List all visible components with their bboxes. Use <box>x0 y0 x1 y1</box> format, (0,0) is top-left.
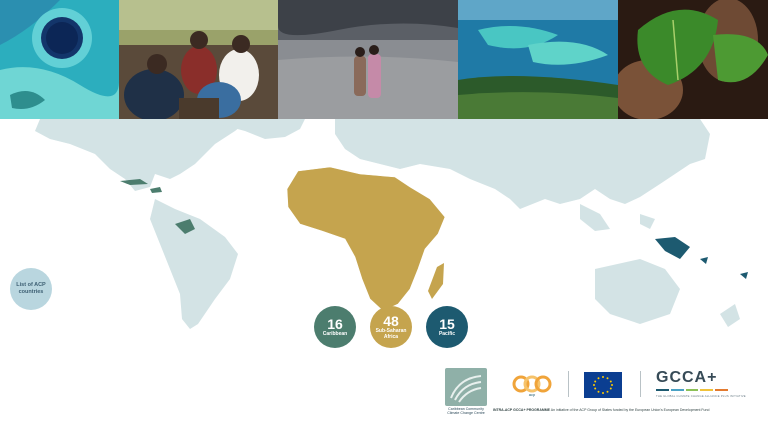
list-button-line1: List of ACP <box>16 282 46 289</box>
stat-africa-number: 48 <box>383 312 399 329</box>
gcca-logo-icon <box>656 389 728 391</box>
cccc-line2: Climate Change Centre <box>447 411 485 416</box>
gcca-subtitle: THE GLOBAL CLIMATE CHANGE ALLIANCE PLUS … <box>656 394 746 398</box>
stat-caribbean-button[interactable]: 16 Caribbean <box>314 306 356 348</box>
photo-farmers <box>119 0 278 119</box>
pacific-region[interactable] <box>655 237 748 279</box>
eu-flag-icon <box>584 372 622 398</box>
caribbean-region[interactable] <box>120 179 195 234</box>
photo-blue-hole <box>0 0 119 119</box>
acp-logo-text: acp <box>529 392 536 397</box>
cccc-logo-icon <box>445 368 487 406</box>
africa-region[interactable] <box>286 166 446 312</box>
credit-programme-name: INTRA-ACP GCCA+ PROGRAMME <box>493 408 551 412</box>
stat-caribbean-number: 16 <box>327 315 343 332</box>
programme-credit: INTRA-ACP GCCA+ PROGRAMME An initiative … <box>493 408 709 412</box>
acp-logo-icon: acp <box>512 375 552 397</box>
map-land <box>35 119 740 329</box>
photo-flood <box>278 0 458 119</box>
list-acp-countries-label: List of ACP countries <box>16 282 45 296</box>
stat-pacific-label: Pacific <box>438 330 456 337</box>
stat-pacific-button[interactable]: 15 Pacific <box>426 306 468 348</box>
list-acp-countries-button[interactable]: List of ACP countries <box>10 268 52 310</box>
stat-africa-label: Sub-Saharan Africa <box>375 327 407 341</box>
stat-africa-label-line1: Sub-Saharan <box>375 327 407 334</box>
credit-description: An initiative of the ACP Group of States… <box>550 408 710 412</box>
photo-leaves <box>618 0 768 119</box>
stat-pacific-number: 15 <box>439 315 455 332</box>
cccc-line1: Caribbean Community <box>448 407 484 411</box>
photo-atoll <box>458 0 618 119</box>
stat-africa-button[interactable]: 48 Sub-Saharan Africa <box>370 306 412 348</box>
world-map <box>35 119 748 329</box>
stat-caribbean-label: Caribbean <box>322 330 348 337</box>
footer-divider-1 <box>568 371 569 397</box>
footer-divider-2 <box>640 371 641 397</box>
list-button-line2: countries <box>18 289 44 295</box>
gcca-logo-title: GCCA+ <box>656 369 718 386</box>
madagascar-region[interactable] <box>428 263 444 299</box>
photo-strip <box>0 0 768 119</box>
stat-africa-label-line2: Africa <box>383 333 399 340</box>
cccc-caption: Caribbean Community Climate Change Centr… <box>437 407 495 416</box>
